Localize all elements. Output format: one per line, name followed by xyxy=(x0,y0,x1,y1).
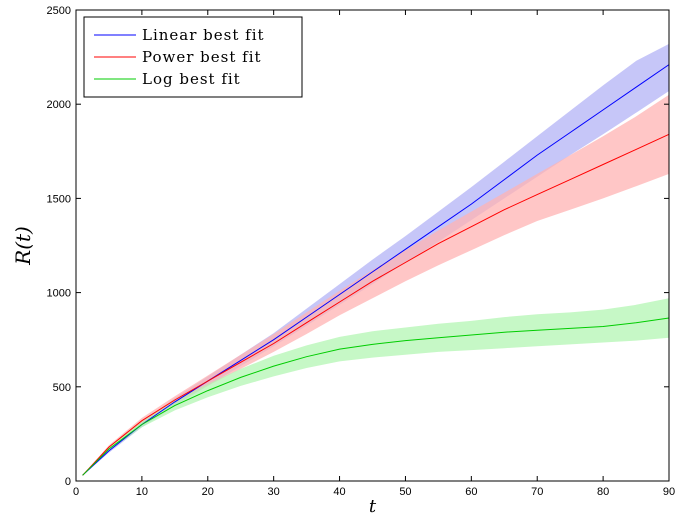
series-lines xyxy=(82,64,670,476)
legend-label-2: Power best fit xyxy=(142,48,262,66)
confidence-bands xyxy=(82,43,670,476)
x-tick-label: 0 xyxy=(73,486,79,498)
x-tick-label: 90 xyxy=(663,486,675,498)
y-tick-label: 1000 xyxy=(47,288,71,300)
x-tick-label: 60 xyxy=(465,486,477,498)
y-tick-label: 2500 xyxy=(47,5,71,17)
plot-frame xyxy=(75,9,670,482)
x-tick-label: 50 xyxy=(399,486,411,498)
y-axis-ticks: 0 500 1000 1500 2000 2500 xyxy=(47,5,669,488)
x-tick-label: 20 xyxy=(202,486,214,498)
legend-label-3: Log best fit xyxy=(142,70,241,88)
x-tick-label: 40 xyxy=(333,486,345,498)
y-tick-label: 0 xyxy=(65,476,71,488)
series-line-3 xyxy=(82,317,670,476)
legend-label-1: Linear best fit xyxy=(142,26,265,44)
x-axis-title: t xyxy=(369,496,377,516)
x-axis-ticks: 0 10 20 30 40 50 60 70 80 90 xyxy=(73,10,675,498)
series-line-1 xyxy=(82,64,670,476)
x-tick-label: 80 xyxy=(597,486,609,498)
x-tick-label: 70 xyxy=(531,486,543,498)
y-axis-title: R(t) xyxy=(11,226,35,266)
y-tick-label: 1500 xyxy=(47,193,71,205)
band-3 xyxy=(82,298,670,476)
x-tick-label: 30 xyxy=(268,486,280,498)
series-line-2 xyxy=(82,133,670,476)
band-2 xyxy=(82,94,670,476)
x-tick-label: 10 xyxy=(136,486,148,498)
y-tick-label: 2000 xyxy=(47,99,71,111)
legend: Linear best fit Power best fit Log best fi… xyxy=(83,16,303,98)
y-tick-label: 500 xyxy=(53,382,71,394)
